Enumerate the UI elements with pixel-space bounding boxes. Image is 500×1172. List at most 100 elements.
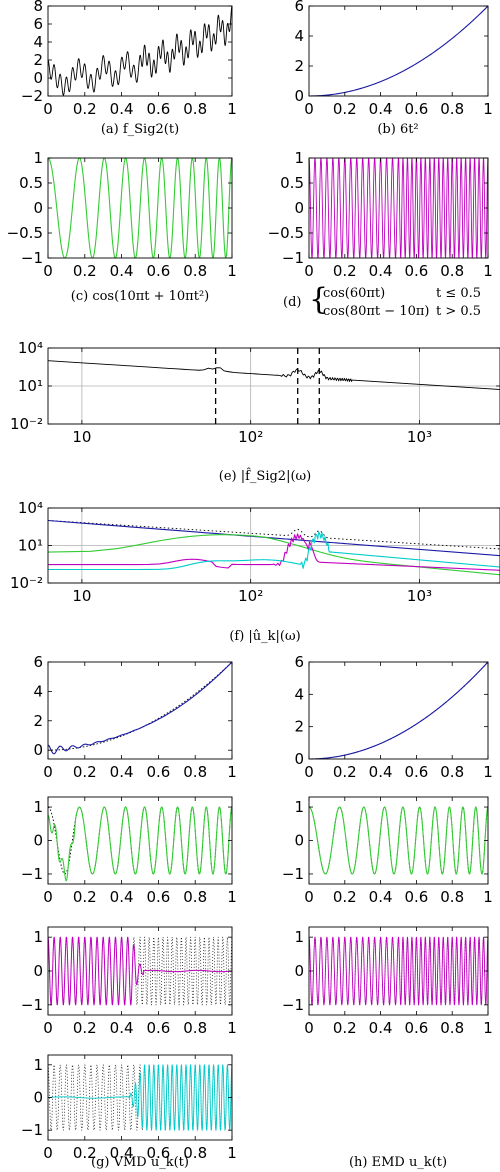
y-tick-label-h1-1: 2 [294, 718, 304, 736]
x-tick-label-d-1: 0.2 [333, 262, 357, 280]
y-tick-label-d-0: −1 [282, 249, 304, 267]
series-line-d [309, 158, 488, 258]
series-line-h1-true [309, 662, 488, 759]
y-tick-label-g1-2: 4 [33, 682, 43, 700]
x-tick-label-a-2: 0.4 [110, 100, 134, 118]
x-tick-label-c-4: 0.8 [183, 262, 207, 280]
x-tick-label-b-0: 0 [304, 100, 314, 118]
plot-area-h2 [309, 806, 488, 875]
y-tick-label-d-1: −0.5 [268, 224, 304, 242]
x-tick-label-h2-0: 0 [304, 888, 314, 906]
plot-area-g4 [48, 1064, 232, 1131]
panel-h3: 0 0.2 0.4 0.6 0.8 1−101 [282, 926, 493, 1037]
x-tick-label-g2-1: 0.2 [73, 888, 97, 906]
series-line-f-original [48, 520, 500, 550]
panel-g1: 0 0.2 0.4 0.6 0.8 1 0 2 4 6 [33, 653, 236, 781]
plot-area-e [48, 348, 500, 424]
y-tick-label-h1-2: 4 [294, 685, 304, 703]
x-tick-label-h1-3: 0.6 [404, 763, 428, 781]
y-tick-label-e-2: 10⁴ [18, 339, 43, 357]
y-tick-label-a-2: 2 [33, 51, 43, 69]
x-tick-label-g3-2: 0.4 [110, 1019, 134, 1037]
panel-b: 0 0.2 0.4 0.6 0.8 1 0 2 4 6 [294, 0, 492, 118]
x-tick-label-c-3: 0.6 [146, 262, 170, 280]
plot-area-a [48, 6, 232, 96]
x-tick-label-h1-5: 1 [483, 763, 493, 781]
y-tick-label-c-2: 0 [33, 199, 43, 217]
series-line-h3 [309, 936, 488, 1006]
plot-area-b [309, 6, 488, 96]
x-tick-label-h1-4: 0.8 [440, 763, 464, 781]
axes-frame-g1 [47, 661, 233, 760]
x-tick-label-g3-3: 0.6 [146, 1019, 170, 1037]
x-tick-label-g2-3: 0.6 [146, 888, 170, 906]
caption-b: (b) 6t² [377, 122, 418, 137]
x-tick-label-g2-5: 1 [227, 888, 237, 906]
x-tick-label-b-2: 0.4 [369, 100, 393, 118]
y-tick-label-d-3: 0.5 [280, 174, 304, 192]
x-tick-label-h2-1: 0.2 [333, 888, 357, 906]
x-tick-label-g2-4: 0.8 [183, 888, 207, 906]
plot-area-g1 [48, 662, 232, 755]
y-tick-label-g2-0: −1 [21, 865, 43, 883]
y-tick-label-g1-0: 0 [33, 741, 43, 759]
y-tick-label-h3-1: 0 [294, 962, 304, 980]
x-tick-label-h1-2: 0.4 [369, 763, 393, 781]
y-tick-label-e-1: 10¹ [18, 377, 43, 395]
x-tick-label-g4-5: 1 [227, 1144, 237, 1162]
x-tick-label-h1-0: 0 [304, 763, 314, 781]
y-tick-label-a-0: −2 [21, 87, 43, 105]
x-tick-label-c-0: 0 [43, 262, 53, 280]
y-tick-label-f-2: 10⁴ [18, 499, 43, 517]
y-tick-label-g4-0: −1 [21, 1121, 43, 1139]
series-line-a [48, 6, 232, 96]
y-tick-label-g3-2: 1 [33, 928, 43, 946]
x-tick-label-g4-2: 0.4 [110, 1144, 134, 1162]
y-tick-label-h3-0: −1 [282, 996, 304, 1014]
plot-area-c [48, 158, 232, 258]
x-tick-label-g4-1: 0.2 [73, 1144, 97, 1162]
y-tick-label-h1-0: 0 [294, 750, 304, 768]
panel-d: 0 0.2 0.4 0.6 0.8 1 −1 −0.5 0 0.5 1 [268, 149, 493, 280]
y-tick-label-c-1: −0.5 [7, 224, 43, 242]
series-line-f-mode4 [48, 531, 500, 571]
series-line-g4 [48, 1064, 232, 1131]
x-tick-label-g4-0: 0 [43, 1144, 53, 1162]
x-tick-label-d-0: 0 [304, 262, 314, 280]
x-tick-label-f-2: 10³ [407, 587, 432, 605]
y-tick-label-b-2: 4 [294, 27, 304, 45]
series-line-h3-true [309, 936, 488, 1006]
caption-g: (g) VMD u_k(t) [91, 1155, 189, 1170]
x-tick-label-c-2: 0.4 [110, 262, 134, 280]
y-tick-label-e-0: 10⁻² [10, 415, 43, 433]
y-tick-label-d-4: 1 [294, 149, 304, 167]
series-line-f-mode3 [48, 533, 500, 571]
series-line-g1-true [48, 662, 232, 751]
x-tick-label-a-1: 0.2 [73, 100, 97, 118]
x-tick-label-f-0: 10 [72, 587, 91, 605]
x-tick-label-e-1: 10² [238, 428, 263, 446]
series-line-g3 [48, 936, 232, 1006]
x-tick-label-h3-2: 0.4 [369, 1019, 393, 1037]
x-tick-label-b-1: 0.2 [333, 100, 357, 118]
y-tick-label-f-1: 10¹ [18, 537, 43, 555]
x-tick-label-d-4: 0.8 [440, 262, 464, 280]
x-tick-label-g3-5: 1 [227, 1019, 237, 1037]
series-line-h2 [309, 806, 488, 875]
y-tick-label-c-0: −1 [21, 249, 43, 267]
caption-a: (a) f_Sig2(t) [101, 122, 179, 137]
x-tick-label-e-0: 10 [72, 428, 91, 446]
y-tick-label-c-4: 1 [33, 149, 43, 167]
y-tick-label-b-0: 0 [294, 87, 304, 105]
axes-frame-h1 [308, 661, 489, 760]
x-tick-label-g1-5: 1 [227, 763, 237, 781]
x-tick-label-g1-2: 0.4 [110, 763, 134, 781]
series-line-g2 [48, 806, 232, 882]
x-tick-label-g2-2: 0.4 [110, 888, 134, 906]
y-tick-label-g1-3: 6 [33, 653, 43, 671]
x-tick-label-c-1: 0.2 [73, 262, 97, 280]
panel-g3: 0 0.2 0.4 0.6 0.8 1−101 [21, 926, 237, 1037]
x-tick-label-h2-2: 0.4 [369, 888, 393, 906]
x-tick-label-e-2: 10³ [407, 428, 432, 446]
